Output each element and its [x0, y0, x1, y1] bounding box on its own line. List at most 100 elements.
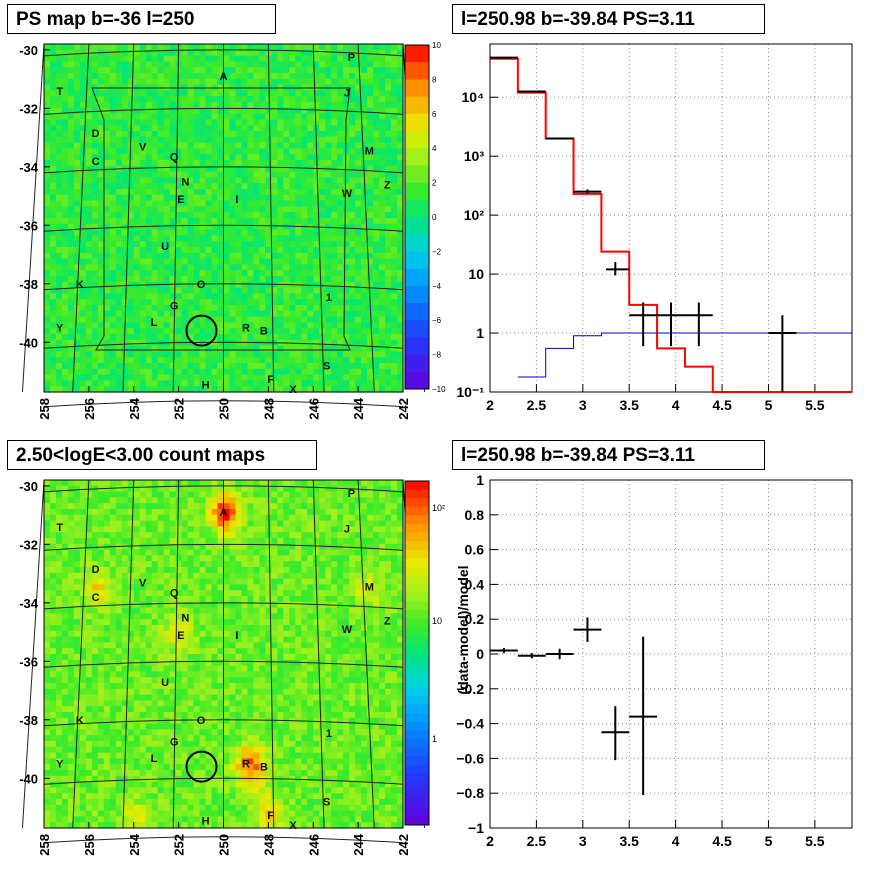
heatmap-cell [361, 351, 368, 358]
heatmap-cell [85, 142, 93, 149]
heatmap-cell [127, 538, 135, 545]
heatmap-cell [259, 183, 266, 190]
heatmap-cell [397, 90, 404, 97]
heatmap-cell [157, 160, 165, 167]
heatmap-cell [145, 561, 153, 568]
heatmap-cell [79, 212, 87, 219]
heatmap-cell [355, 368, 362, 376]
heatmap-cell [163, 241, 171, 248]
y-tick-label: -36 [19, 218, 38, 233]
heatmap-cell [79, 235, 87, 242]
heatmap-cell [73, 258, 81, 265]
heatmap-cell [61, 688, 69, 696]
heatmap-cell [283, 107, 290, 115]
heatmap-cell [97, 561, 105, 568]
heatmap-cell [145, 567, 153, 574]
heatmap-cell [44, 374, 51, 381]
heatmap-cell [139, 107, 147, 115]
heatmap-cell [325, 264, 332, 271]
heatmap-cell [139, 741, 147, 748]
heatmap-cell [397, 189, 404, 196]
heatmap-cell [109, 822, 117, 829]
heatmap-cell [367, 380, 374, 387]
heatmap-cell [355, 206, 362, 213]
heatmap-cell [355, 305, 362, 312]
heatmap-cell [139, 694, 147, 701]
heatmap-cell [44, 700, 51, 707]
heatmap-cell [115, 374, 123, 381]
heatmap-cell [259, 334, 266, 341]
heatmap-cell [379, 55, 386, 62]
heatmap-cell [145, 822, 153, 829]
heatmap-cell [73, 171, 81, 178]
heatmap-cell [199, 61, 207, 68]
heatmap-cell [103, 270, 111, 277]
heatmap-cell [229, 299, 237, 306]
y-tick-label: -32 [19, 101, 38, 116]
heatmap-cell [91, 61, 99, 68]
heatmap-cell [229, 264, 237, 271]
heatmap-cell [157, 368, 165, 376]
heatmap-cell [67, 247, 75, 254]
heatmap-cell [319, 194, 326, 202]
heatmap-cell [49, 61, 57, 68]
heatmap-cell [103, 607, 111, 614]
heatmap-cell [199, 363, 207, 370]
heatmap-cell [133, 532, 141, 539]
heatmap-cell [127, 775, 135, 783]
heatmap-cell [367, 247, 374, 254]
heatmap-cell [331, 206, 338, 213]
heatmap-cell [391, 258, 398, 265]
heatmap-cell [307, 264, 314, 271]
heatmap-cell [223, 223, 231, 231]
heatmap-cell [67, 717, 75, 725]
heatmap-cell [301, 49, 308, 57]
heatmap-cell [109, 677, 117, 684]
heatmap-cell [385, 223, 392, 231]
heatmap-cell [91, 746, 99, 754]
heatmap-cell [145, 386, 153, 393]
heatmap-cell [319, 113, 326, 120]
heatmap-cell [79, 44, 87, 51]
heatmap-cell [157, 73, 165, 80]
heatmap-cell [55, 287, 63, 294]
y-tick-label: -38 [19, 277, 38, 292]
heatmap-cell [295, 334, 302, 341]
heatmap-cell [211, 235, 219, 242]
heatmap-cell [133, 363, 141, 370]
heatmap-cell [145, 235, 153, 242]
heatmap-cell [103, 322, 111, 329]
heatmap-cell [103, 671, 111, 678]
heatmap-cell [67, 590, 75, 597]
heatmap-cell [115, 770, 123, 777]
heatmap-cell [91, 67, 99, 74]
heatmap-cell [151, 613, 159, 620]
heatmap-cell [229, 200, 237, 207]
heatmap-cell [199, 154, 207, 161]
heatmap-cell [115, 538, 123, 545]
heatmap-cell [247, 386, 255, 393]
heatmap-cell [235, 345, 243, 352]
heatmap-cell [127, 706, 135, 713]
heatmap-cell [61, 671, 69, 678]
heatmap-cell [265, 171, 272, 178]
heatmap-cell [187, 212, 195, 219]
heatmap-cell [181, 154, 189, 161]
heatmap-cell [49, 601, 57, 609]
heatmap-cell [397, 165, 404, 173]
heatmap-cell [127, 194, 135, 202]
heatmap-cell [175, 229, 183, 236]
heatmap-cell [205, 368, 213, 376]
heatmap-cell [187, 107, 195, 115]
heatmap-cell [79, 305, 87, 312]
heatmap-cell [355, 334, 362, 341]
heatmap-cell [223, 241, 231, 248]
heatmap-cell [139, 514, 147, 522]
heatmap-cell [277, 351, 284, 358]
heatmap-cell [121, 683, 129, 690]
heatmap-cell [133, 171, 141, 178]
heatmap-cell [163, 543, 171, 551]
heatmap-cell [187, 49, 195, 57]
heatmap-cell [121, 567, 129, 574]
heatmap-cell [151, 683, 159, 690]
